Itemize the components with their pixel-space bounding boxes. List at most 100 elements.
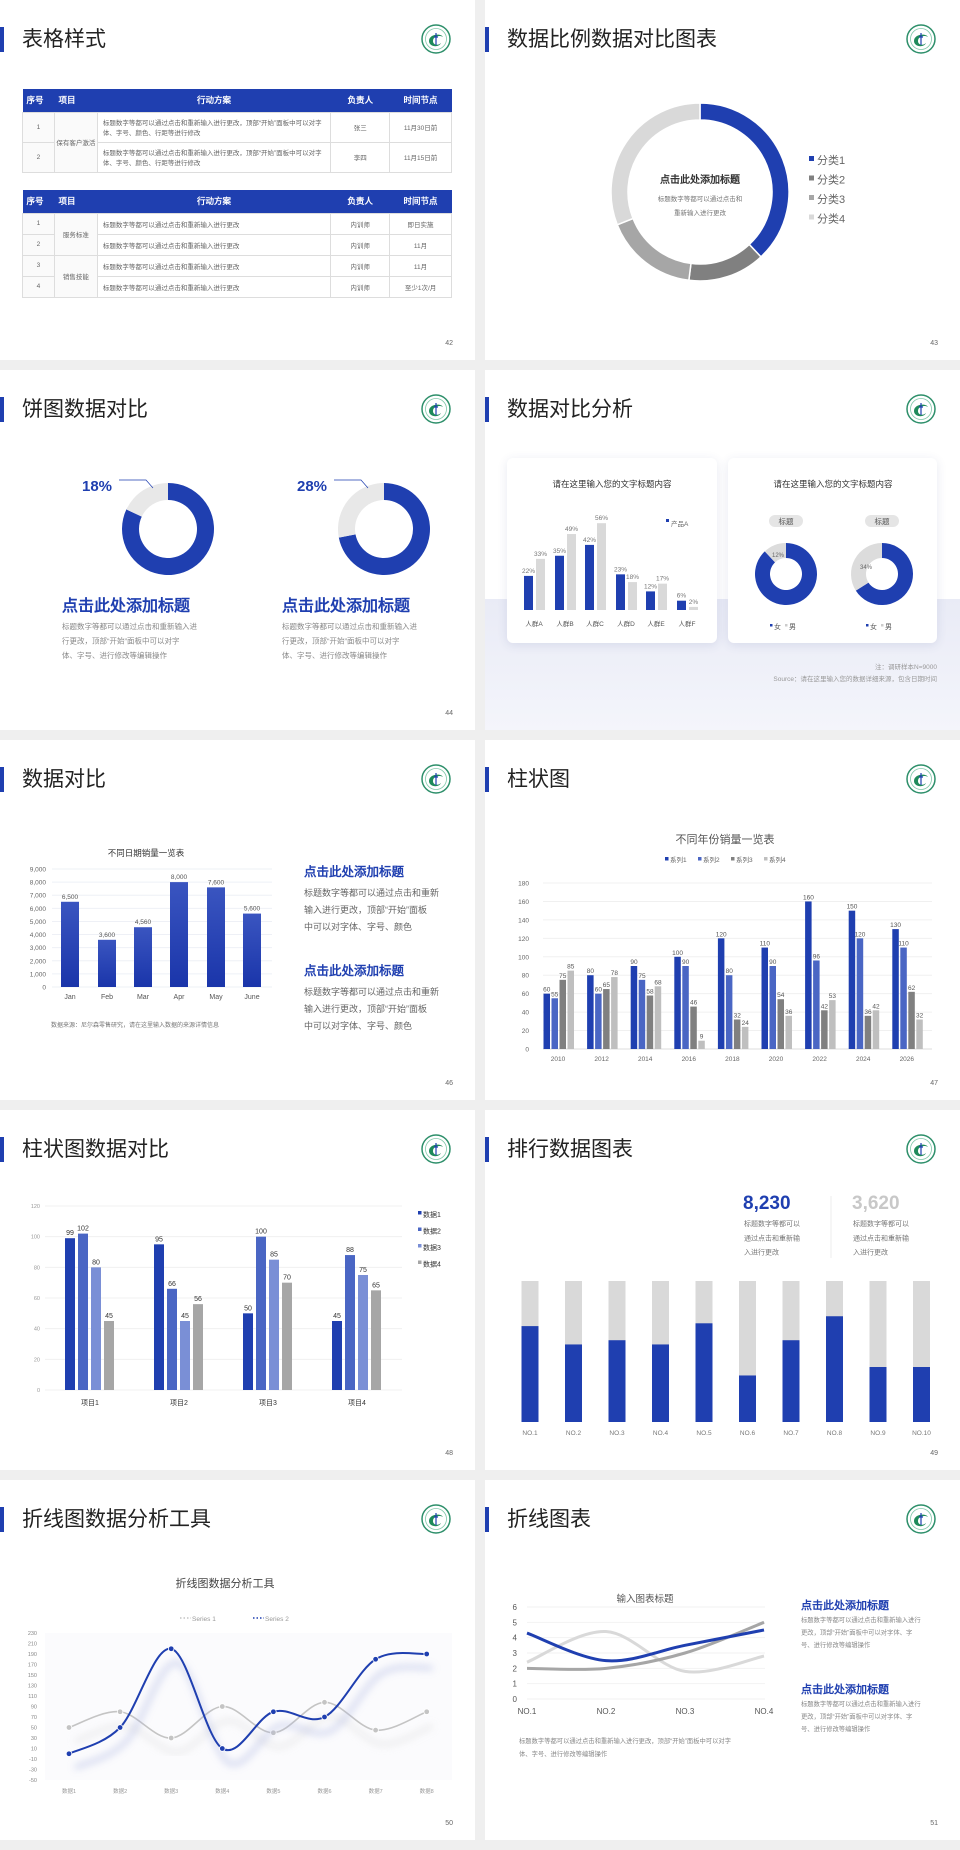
- legend-swatch: [866, 624, 869, 627]
- body-text: 输入进行更改，顶部“开始”面板: [304, 904, 427, 915]
- value-label: 75: [638, 973, 646, 980]
- data-point: [372, 1656, 379, 1663]
- data-point: [219, 1745, 226, 1752]
- bar: [682, 966, 689, 1049]
- x-tick-label: 2014: [638, 1056, 653, 1063]
- slide-title: 柱状图: [507, 768, 570, 791]
- value-label: 85: [567, 964, 575, 971]
- school-emblem-icon: [421, 1504, 451, 1534]
- y-tick-label: -10: [29, 1757, 37, 1763]
- bar-chart-card: [507, 458, 717, 643]
- bar: [170, 882, 188, 987]
- bar: [646, 995, 654, 1049]
- column-header: 时间节点: [389, 190, 452, 213]
- bar: [78, 1233, 88, 1390]
- slide-43[interactable]: 数据比例数据对比图表 43 点击此处添加标题 标题数字等都可以通过点击和 重新输入进行更…: [485, 0, 960, 360]
- y-tick-label: 150: [28, 1673, 37, 1679]
- slide-47[interactable]: 柱状图 47 不同年份销量一览表 系列1 系列2 系列3 系列4 0 20 40 60 80 100 12…: [485, 740, 960, 1100]
- donut-slice: [121, 483, 214, 575]
- y-tick-label: 0: [513, 1695, 518, 1704]
- value-label: 45: [333, 1313, 341, 1320]
- pill-text: 标题: [875, 516, 890, 526]
- y-tick-label: -30: [29, 1768, 37, 1774]
- body-text: 中可以对字体、字号、颜色: [304, 921, 412, 932]
- y-tick-label: 50: [31, 1726, 37, 1732]
- cell-deadline: 即日实施: [389, 212, 452, 235]
- legend-swatch: [418, 1227, 422, 1231]
- x-tick-label: 2020: [769, 1056, 784, 1063]
- x-tick-label: 人群C: [586, 619, 604, 628]
- column-header: 序号: [22, 89, 55, 112]
- slide-49[interactable]: 排行数据图表 49 8,230 标题数字等都可以 通过点击和重新输 入进行更改 3,620 标…: [485, 1110, 960, 1470]
- legend-label: 分类2: [817, 173, 845, 187]
- legend-label: 女: [870, 622, 877, 631]
- cell-owner: 内训师: [330, 233, 391, 256]
- value-label: 6%: [677, 593, 687, 600]
- x-tick-label: 数据6: [317, 1787, 331, 1795]
- y-tick-label: 0: [37, 1388, 40, 1394]
- x-tick-label: 项目3: [259, 1399, 277, 1407]
- y-tick-label: 1,000: [30, 971, 47, 978]
- x-tick-label: 人群B: [556, 619, 573, 628]
- cell-project: 保有客户激活: [53, 111, 98, 173]
- bar: [654, 986, 662, 1049]
- ranking-chart: 8,230 标题数字等都可以通过点击和重新输入进行更改 3,620 标题数字等都可以通…: [521, 1193, 931, 1437]
- y-tick-label: 120: [31, 1204, 40, 1210]
- cell-action: 标题数字等都可以通过点击和重新输入进行更改: [96, 275, 332, 298]
- slide-44[interactable]: 饼图数据对比 44 18% 点击此处添加标题 标题数字等都可以通过点击和重新输入进 行更改…: [0, 370, 475, 730]
- slide-51[interactable]: 折线图表 51 输入图表标题 0 1 2 3 4 5 6 NO.1 NO.2 NO.3 NO.4 标题数字等…: [485, 1480, 960, 1840]
- value-label: 90: [682, 959, 690, 966]
- x-tick-label: 2016: [682, 1056, 697, 1063]
- x-tick-label: 数据1: [62, 1787, 76, 1795]
- legend-label: 数据2: [423, 1227, 441, 1236]
- x-tick-label: 项目4: [348, 1399, 366, 1407]
- slide-42[interactable]: 表格样式 42 序号 项目 行动方案 负责人 时间节点 1 保有客户激活 标题数字等都可以通过点击…: [0, 0, 475, 360]
- value-label: 160: [803, 894, 814, 901]
- bar: [65, 1238, 75, 1390]
- x-tick-label: NO.4: [653, 1430, 669, 1437]
- body-text: 标题数字等都可以通过点击和重新输入进: [62, 621, 197, 631]
- stat-text: 通过点击和重新输: [744, 1233, 800, 1242]
- bar: [698, 1040, 705, 1049]
- x-tick-label: 人群D: [617, 619, 635, 628]
- column-header: 时间节点: [389, 89, 452, 112]
- bar: [813, 960, 820, 1049]
- bar-fill: [913, 1367, 930, 1422]
- series-line: [68, 1647, 427, 1755]
- chart-title: 不同年份销量一览表: [676, 832, 775, 846]
- y-tick-label: 40: [34, 1327, 40, 1333]
- value-label: 3,600: [99, 932, 116, 939]
- bar: [769, 966, 776, 1049]
- page-number: 51: [930, 1820, 938, 1827]
- y-tick-label: 190: [28, 1652, 37, 1658]
- value-label: 22%: [522, 568, 535, 575]
- bar: [555, 555, 564, 610]
- slide-45[interactable]: 数据对比分析45请在这里输入您的文字标题内容请在这里输入您的文字标题内容22%3…: [485, 370, 960, 730]
- slide-50[interactable]: 折线图数据分析工具 50 折线图数据分析工具 -50 -30 -10 10 30 50 70 90 1…: [0, 1480, 475, 1840]
- y-tick-label: 170: [28, 1663, 37, 1669]
- y-tick-label: 10: [31, 1747, 37, 1753]
- table-header-row: 序号 项目 行动方案 负责人 时间节点: [22, 190, 452, 213]
- bar: [61, 901, 79, 987]
- series-line: [526, 1620, 765, 1671]
- y-tick-label: 80: [34, 1265, 40, 1271]
- x-tick-label: NO.10: [912, 1430, 931, 1437]
- heading: 点击此处添加标题: [62, 596, 191, 615]
- bar: [595, 993, 602, 1049]
- bar: [551, 998, 558, 1049]
- bar: [603, 989, 610, 1049]
- school-emblem-icon: [421, 394, 451, 424]
- comparison-charts: 请在这里输入您的文字标题内容 请在这里输入您的文字标题内容 22% 33% 人群A 35%…: [522, 479, 937, 683]
- leader-line: [119, 479, 154, 489]
- column-header: 负责人: [330, 89, 390, 112]
- bar: [690, 1006, 697, 1049]
- slide-48[interactable]: 柱状图数据对比 48 0 20 40 60 80 100 120 99 102 80 45 项目1 95 66…: [0, 1110, 475, 1470]
- page-number: 47: [930, 1080, 938, 1087]
- title-accent-bar: [0, 767, 4, 792]
- y-tick-label: 3: [513, 1649, 518, 1658]
- x-tick-label: 数据3: [164, 1787, 178, 1795]
- slide-46[interactable]: 数据对比 46 不同日期销量一览表 0 1,000 2,000 3,000 4,000 5,00…: [0, 740, 475, 1100]
- legend-swatch: [785, 624, 788, 627]
- value-label: 32: [734, 1012, 742, 1019]
- page-number: 44: [445, 710, 453, 717]
